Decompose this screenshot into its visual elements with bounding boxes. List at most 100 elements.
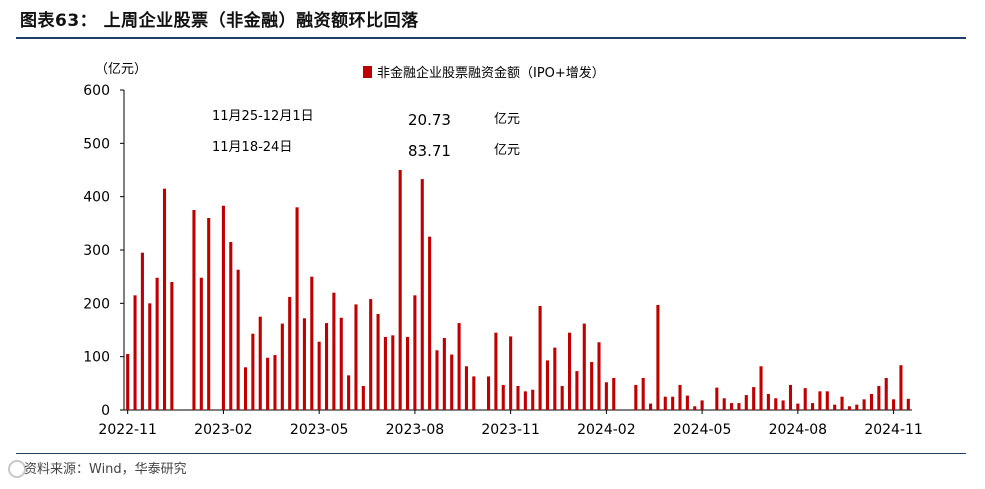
- x-tick-label: 2022-11: [98, 422, 157, 438]
- bar: [604, 382, 608, 410]
- bar: [324, 323, 329, 410]
- bar: [590, 362, 594, 410]
- y-tick-label: 300: [83, 243, 110, 259]
- bar: [531, 389, 535, 410]
- bar: [582, 323, 586, 410]
- bar: [663, 396, 667, 410]
- x-tick-label: 2023-02: [194, 422, 253, 438]
- bar: [148, 303, 152, 410]
- y-tick-label: 400: [83, 190, 110, 206]
- bar: [766, 394, 770, 410]
- bar: [730, 403, 734, 410]
- annotation-period: 11月18-24日: [212, 140, 292, 155]
- bar: [501, 384, 505, 410]
- bar: [162, 188, 167, 410]
- bar: [811, 403, 815, 410]
- bar: [803, 388, 807, 410]
- bar: [759, 366, 763, 410]
- x-tick-label: 2023-08: [386, 422, 445, 438]
- y-tick-label: 100: [83, 350, 110, 366]
- bar: [420, 179, 424, 410]
- bar: [685, 395, 689, 410]
- annotation-value: 20.73: [408, 111, 451, 129]
- bar: [634, 384, 638, 410]
- y-tick-label: 500: [83, 136, 110, 152]
- bar: [464, 366, 468, 410]
- bar: [516, 386, 520, 410]
- bar: [656, 304, 660, 410]
- bar: [332, 292, 336, 410]
- bar: [383, 336, 387, 410]
- bar: [545, 360, 549, 410]
- bottom-rule: [16, 453, 966, 454]
- bar: [744, 395, 748, 410]
- bar: [892, 399, 896, 410]
- bar: [641, 378, 645, 410]
- bars: [126, 170, 910, 410]
- annotation-unit: 亿元: [494, 112, 520, 127]
- bar: [612, 378, 616, 410]
- bar: [133, 295, 137, 410]
- bar: [221, 205, 225, 410]
- bar: [671, 396, 675, 410]
- bar: [339, 317, 343, 410]
- bar: [155, 277, 159, 410]
- x-tick-label: 2024-02: [577, 422, 636, 438]
- bar: [236, 269, 240, 410]
- bar: [752, 387, 756, 410]
- annotations: 11月25-12月1日 20.73 亿元 11月18-24日 83.71 亿元: [212, 109, 520, 160]
- bar: [442, 338, 446, 410]
- bar: [869, 394, 874, 410]
- bar: [288, 296, 292, 410]
- bar: [509, 336, 513, 410]
- bar: [833, 404, 837, 410]
- bar: [310, 276, 314, 410]
- bar: [796, 403, 800, 410]
- x-axis: 2022-11 2023-02 2023-05 2023-08 2023-11 2024-…: [98, 409, 923, 438]
- annotation-period: 11月25-12月1日: [212, 109, 314, 124]
- watermark-icon: [8, 460, 26, 478]
- bar: [251, 333, 255, 410]
- bar: [170, 282, 174, 410]
- bar: [553, 347, 557, 410]
- bar: [317, 341, 321, 410]
- bar: [243, 367, 248, 410]
- bar: [361, 386, 365, 410]
- bar: [560, 386, 564, 410]
- bar: [700, 400, 704, 410]
- bar: [428, 236, 432, 410]
- bar: [774, 398, 778, 410]
- bar: [788, 384, 793, 410]
- annotation-unit: 亿元: [494, 143, 520, 158]
- bar: [899, 365, 903, 410]
- bar: [906, 398, 910, 410]
- bar: [649, 403, 653, 410]
- bar: [722, 398, 726, 410]
- x-tick-label: 2023-11: [481, 422, 540, 438]
- annotation-value: 83.71: [408, 142, 451, 160]
- bar: [266, 357, 270, 410]
- y-axis-title: （亿元）: [95, 62, 147, 77]
- x-tick-label: 2024-08: [769, 422, 828, 438]
- x-tick-label: 2024-05: [673, 422, 732, 438]
- bar: [140, 252, 144, 410]
- bar: [229, 242, 233, 410]
- bar: [199, 277, 203, 410]
- bar: [487, 376, 491, 410]
- bar: [126, 354, 130, 410]
- bar: [847, 406, 851, 410]
- bar: [258, 316, 262, 410]
- bar: [678, 384, 682, 410]
- bar: [715, 387, 719, 410]
- bar: [538, 306, 542, 410]
- bar: [413, 295, 417, 410]
- figure-title: 图表63： 上周企业股票（非金融）融资额环比回落: [20, 11, 419, 31]
- x-tick-label: 2024-11: [864, 422, 923, 438]
- bar: [855, 404, 859, 410]
- bar: [450, 354, 454, 410]
- x-tick-label: 2023-05: [290, 422, 349, 438]
- bar: [192, 210, 196, 410]
- bar: [825, 391, 829, 410]
- bar: [523, 391, 527, 410]
